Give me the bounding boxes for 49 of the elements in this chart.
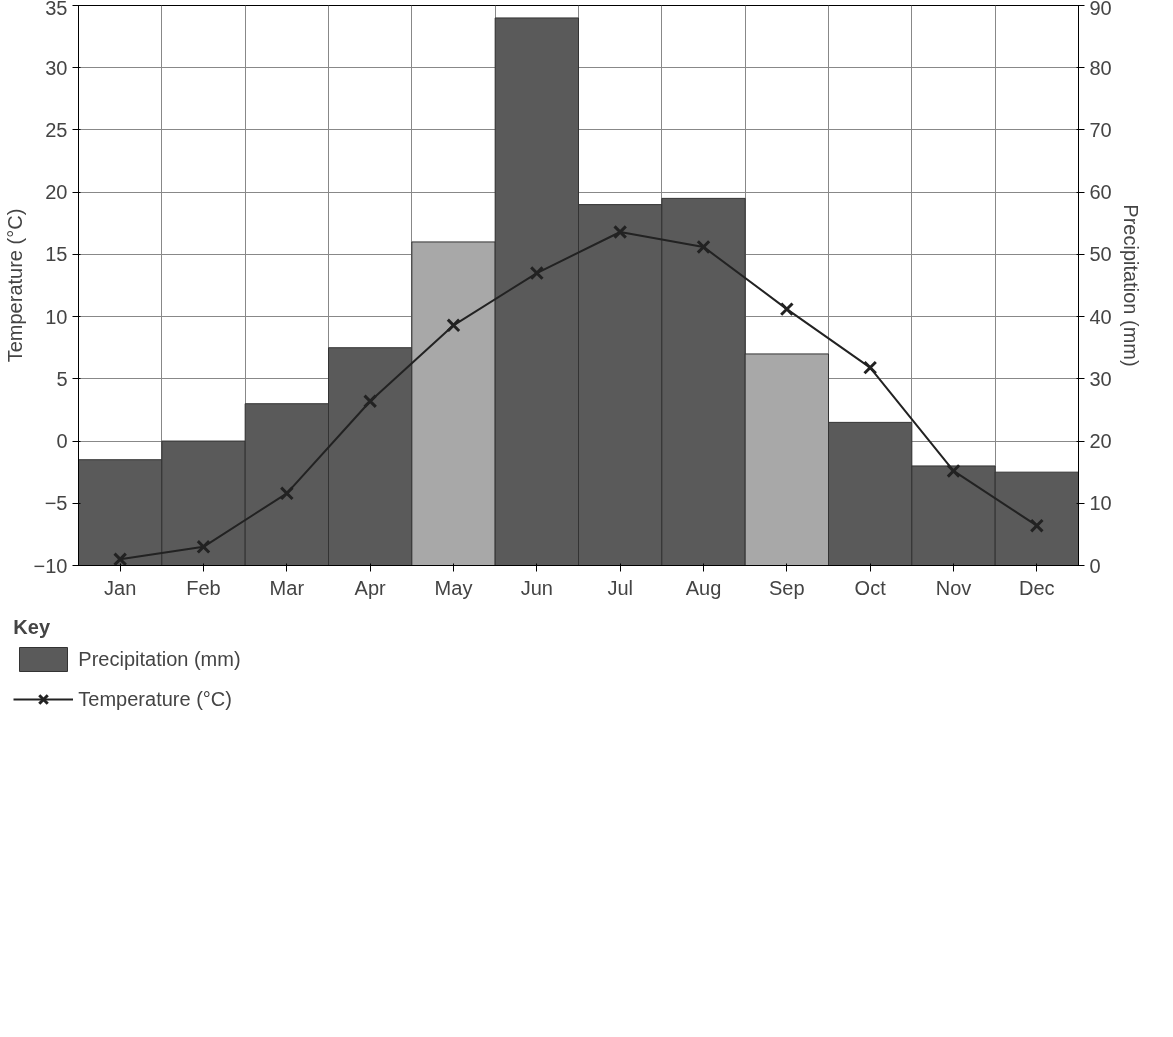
y-tick-label: 0 [56, 430, 68, 453]
x-tick-label: Feb [186, 576, 221, 599]
x-tick-label: Aug [685, 576, 722, 599]
y2-tick-label: 20 [1089, 430, 1112, 453]
y2-axis-title: Precipitation (mm) [1119, 204, 1142, 367]
y-tick-label: 35 [45, 0, 68, 19]
y-tick-label: −10 [33, 554, 68, 577]
y-tick-label: 15 [45, 243, 68, 266]
point [446, 318, 461, 333]
point [863, 360, 878, 375]
x-tick-label: Jul [607, 576, 633, 599]
point [113, 552, 128, 566]
point [613, 224, 628, 240]
x-tick-label: Jan [104, 576, 137, 599]
y-tick-label: 20 [45, 181, 68, 204]
y-tick-label: 25 [45, 118, 68, 141]
y-tick-label: 30 [45, 56, 68, 79]
x-tick-label: Dec [1019, 576, 1055, 599]
x-tick-label: May [434, 576, 473, 599]
legend-label: Precipitation (mm) [78, 647, 241, 671]
x-tick-label: Sep [769, 576, 805, 599]
x-tick-label: Oct [854, 576, 887, 599]
legend-label: Temperature (°C) [78, 687, 232, 711]
y2-tick-label: 30 [1089, 367, 1112, 390]
y-tick-label: −5 [44, 492, 68, 515]
y2-tick-label: 40 [1089, 305, 1112, 328]
y-tick-label: 5 [56, 367, 68, 390]
point [279, 486, 294, 501]
y2-tick-label: 90 [1089, 0, 1112, 19]
point [196, 539, 211, 554]
y2-tick-label: 80 [1089, 56, 1112, 79]
y-axis-title: Temperature (°C) [3, 208, 26, 363]
y2-tick-label: 10 [1089, 492, 1112, 515]
x-tick-label: Apr [354, 576, 387, 599]
y2-tick-label: 0 [1089, 554, 1101, 577]
y2-tick-label: 60 [1089, 181, 1112, 204]
point [1029, 518, 1044, 533]
x-tick-label: Mar [269, 576, 305, 599]
x-tick-label: Jun [520, 576, 553, 599]
point [779, 301, 794, 317]
y2-tick-label: 70 [1089, 118, 1112, 141]
y-tick-label: 10 [45, 305, 68, 328]
point [696, 239, 711, 255]
x-tick-label: Nov [935, 576, 972, 599]
y2-tick-label: 50 [1089, 243, 1112, 266]
point [946, 463, 961, 479]
point [363, 394, 378, 409]
point [529, 265, 544, 281]
legend-title: Key [13, 616, 52, 639]
